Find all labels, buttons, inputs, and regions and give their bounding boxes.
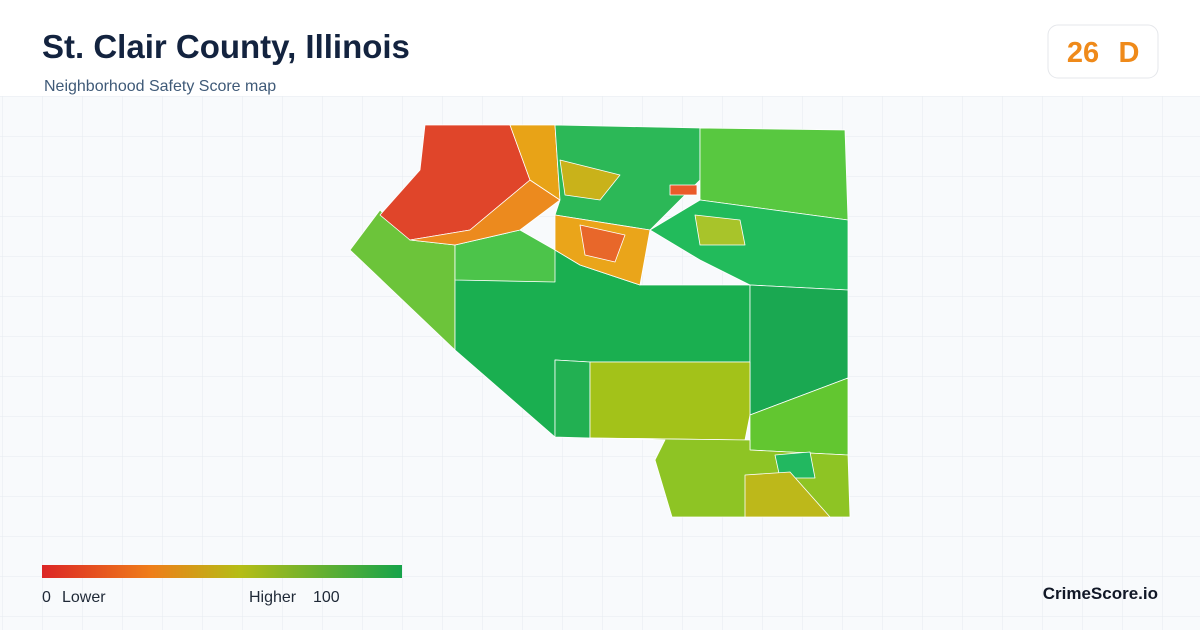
legend-min-label: Lower [62, 589, 106, 606]
score-grade: D [1119, 37, 1140, 69]
region [744, 471, 831, 518]
region [694, 214, 746, 246]
score-value: 26 [1067, 37, 1099, 69]
legend-scale [42, 565, 402, 578]
region [774, 451, 816, 479]
legend-min: 0 [42, 589, 51, 606]
brand: CrimeScore.io [1043, 584, 1158, 603]
region [579, 224, 626, 263]
region [589, 361, 751, 441]
subtitle: Neighborhood Safety Score map [44, 78, 276, 95]
header-band [0, 0, 1200, 96]
county-map [349, 124, 851, 518]
legend-max-label: Higher [249, 589, 297, 606]
region [559, 159, 621, 201]
region [669, 184, 698, 196]
title: St. Clair County, Illinois [42, 28, 410, 65]
score-badge [1047, 24, 1159, 79]
legend-max: 100 [313, 589, 340, 606]
region [554, 359, 591, 439]
